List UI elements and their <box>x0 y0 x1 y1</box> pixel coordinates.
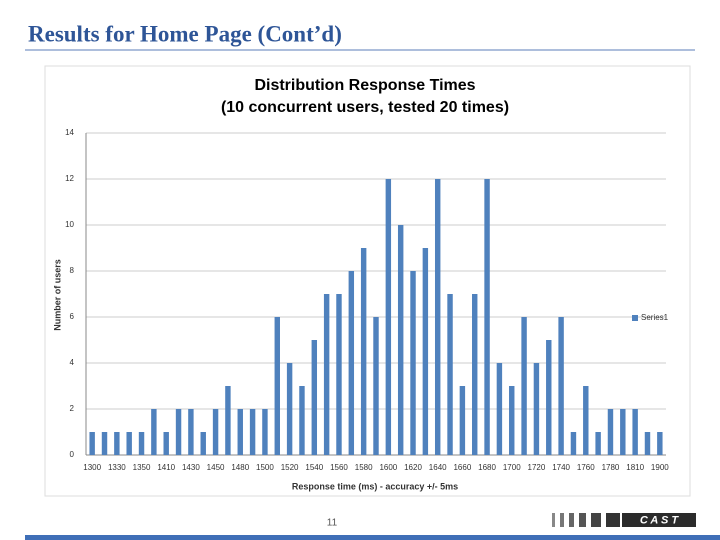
bar <box>175 409 182 455</box>
bar <box>397 225 404 455</box>
bar <box>657 432 663 455</box>
bar <box>311 340 318 455</box>
x-tick-label: 1560 <box>330 463 348 472</box>
bar <box>410 271 416 455</box>
bar <box>336 294 342 455</box>
x-tick-label: 1410 <box>157 463 175 472</box>
x-tick-label: 1720 <box>528 463 546 472</box>
x-tick-label: 1810 <box>626 463 644 472</box>
bar <box>607 409 614 455</box>
y-tick-label: 2 <box>70 404 75 413</box>
page-number: 11 <box>327 518 338 529</box>
bar <box>237 409 243 455</box>
x-tick-label: 1580 <box>355 463 373 472</box>
x-tick-label: 1450 <box>207 463 225 472</box>
bar <box>286 363 293 455</box>
bar <box>385 179 392 455</box>
bar <box>595 432 601 455</box>
bar <box>546 340 552 455</box>
bar <box>422 248 429 455</box>
bar <box>348 271 355 455</box>
bar <box>225 386 231 455</box>
y-tick-label: 12 <box>65 174 74 183</box>
bar <box>472 294 478 455</box>
bar <box>496 363 503 455</box>
x-tick-label: 1430 <box>182 463 200 472</box>
chart-title: Distribution Response Times <box>254 77 475 94</box>
bar <box>163 432 169 455</box>
y-tick-label: 6 <box>70 312 75 321</box>
bar <box>114 432 120 455</box>
legend-label: Series1 <box>641 313 669 322</box>
x-tick-label: 1660 <box>453 463 471 472</box>
bar <box>188 409 194 455</box>
y-tick-label: 10 <box>65 220 74 229</box>
bar <box>126 432 132 455</box>
bar <box>299 386 305 455</box>
bar <box>274 317 280 455</box>
bar <box>138 432 145 455</box>
x-tick-label: 1700 <box>503 463 521 472</box>
y-tick-label: 0 <box>70 450 75 459</box>
y-tick-label: 8 <box>70 266 75 275</box>
bar <box>212 409 219 455</box>
bar <box>249 409 256 455</box>
bar <box>360 248 367 455</box>
bar <box>262 409 268 455</box>
x-tick-label: 1780 <box>602 463 620 472</box>
bar <box>484 179 490 455</box>
bar <box>434 179 441 455</box>
bar <box>620 409 626 455</box>
x-tick-label: 1600 <box>379 463 397 472</box>
x-tick-label: 1520 <box>281 463 299 472</box>
bar <box>558 317 564 455</box>
x-tick-label: 1620 <box>404 463 422 472</box>
x-tick-label: 1760 <box>577 463 595 472</box>
bar <box>583 386 589 455</box>
bar <box>200 432 206 455</box>
bar <box>373 317 379 455</box>
bar <box>459 386 466 455</box>
slide-title: Results for Home Page (Cont’d) <box>28 21 342 46</box>
bar <box>644 432 651 455</box>
x-tick-label: 1300 <box>83 463 101 472</box>
y-tick-label: 14 <box>65 128 74 137</box>
legend-swatch <box>632 315 638 321</box>
y-axis-label: Number of users <box>52 259 62 331</box>
bar <box>89 432 95 455</box>
x-axis-label: Response time (ms) - accuracy +/- 5ms <box>292 481 458 491</box>
x-tick-label: 1500 <box>256 463 274 472</box>
footer-bar <box>25 535 720 540</box>
x-tick-label: 1680 <box>478 463 496 472</box>
y-tick-label: 4 <box>70 358 75 367</box>
x-tick-label: 1740 <box>552 463 570 472</box>
bar <box>323 294 330 455</box>
x-tick-label: 1900 <box>651 463 669 472</box>
bar <box>570 432 577 455</box>
x-tick-label: 1350 <box>133 463 151 472</box>
x-tick-label: 1540 <box>305 463 323 472</box>
chart-frame <box>44 65 691 497</box>
x-tick-label: 1640 <box>429 463 447 472</box>
bar <box>509 386 515 455</box>
chart-subtitle: (10 concurrent users, tested 20 times) <box>221 99 509 116</box>
logo: C A S T <box>552 513 696 527</box>
bar <box>632 409 638 455</box>
bar <box>521 317 527 455</box>
bar <box>447 294 453 455</box>
bar <box>151 409 157 455</box>
x-tick-label: 1330 <box>108 463 126 472</box>
logo-text: C A S T <box>640 514 680 526</box>
x-tick-label: 1480 <box>231 463 249 472</box>
bar <box>533 363 540 455</box>
bar <box>101 432 108 455</box>
